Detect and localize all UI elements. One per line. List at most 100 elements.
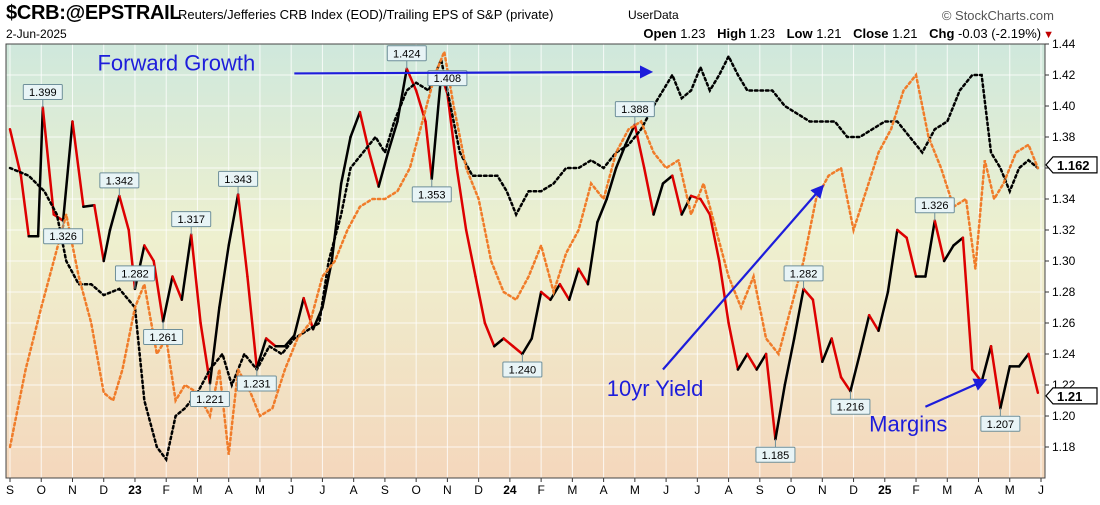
series-segment — [567, 267, 580, 301]
data-label-box — [236, 375, 277, 392]
y-tick-label: 1.38 — [1052, 130, 1076, 144]
series-segment — [36, 106, 45, 238]
data-label-text: 1.424 — [393, 48, 421, 60]
series-segment — [774, 383, 787, 441]
series-segment — [446, 92, 459, 170]
high-label: High — [717, 26, 747, 41]
data-label-text: 1.240 — [509, 365, 537, 377]
x-tick-label: D — [99, 483, 108, 497]
data-label-text: 1.231 — [243, 378, 271, 390]
x-tick-label: N — [68, 483, 77, 497]
data-label-box — [783, 265, 824, 282]
data-label: 1.326 — [914, 197, 955, 221]
data-label-box — [114, 265, 155, 282]
data-label-text: 1.326 — [921, 200, 949, 212]
series-segment — [755, 352, 768, 371]
series-segment — [708, 213, 721, 263]
series-segment — [624, 123, 637, 146]
x-tick-label: M — [1005, 483, 1015, 497]
data-label-box — [830, 398, 871, 415]
data-label: 1.240 — [502, 354, 543, 378]
data-label-box — [411, 186, 452, 203]
close-label: Close — [853, 26, 889, 41]
data-label: 1.282 — [783, 265, 824, 289]
series-segment — [792, 287, 805, 340]
series-segment — [605, 166, 618, 201]
stockcharts-brand[interactable]: © StockCharts.com — [941, 8, 1054, 23]
series-segment — [849, 352, 862, 393]
annotation-arrow — [662, 184, 825, 371]
series-segment — [811, 298, 824, 363]
annotation-0: Forward Growth — [97, 50, 654, 79]
series-segment — [830, 337, 843, 379]
x-tick-label: M — [630, 483, 640, 497]
series-segment — [521, 337, 533, 356]
series-segment — [161, 275, 174, 323]
series-segment — [118, 194, 130, 232]
annotation-1: 10yr Yield — [607, 184, 825, 401]
chart-date: 2-Jun-2025 — [6, 27, 67, 41]
series-segment — [511, 345, 524, 356]
x-tick-label: D — [474, 483, 483, 497]
series-segment — [867, 314, 880, 332]
data-label-box — [614, 101, 655, 118]
series-segment — [255, 337, 268, 370]
close-value: 1.21 — [892, 26, 918, 41]
annotation-text: 10yr Yield — [607, 376, 704, 401]
data-label-box — [427, 70, 468, 87]
series-segment — [464, 228, 477, 278]
data-label-text: 1.326 — [49, 231, 77, 243]
series-segment — [108, 194, 121, 232]
series-segment — [652, 182, 665, 216]
chart-symbol: $CRB:@EPSTRAIL — [6, 2, 182, 24]
series-segment — [368, 151, 380, 188]
x-tick-label: N — [443, 483, 452, 497]
series-segment — [858, 314, 871, 356]
x-tick-label: O — [411, 483, 420, 497]
high-value: 1.23 — [749, 26, 775, 41]
data-label-text: 1.207 — [987, 419, 1015, 431]
series-segment — [302, 296, 315, 331]
y-tick-label: 1.34 — [1052, 192, 1076, 206]
series-segment — [577, 267, 590, 286]
data-label-box — [914, 197, 955, 214]
series-segment — [642, 166, 655, 216]
series-segment — [8, 128, 23, 177]
series-segment — [1017, 352, 1030, 368]
x-tick-label: 25 — [878, 483, 892, 497]
series-segment — [999, 365, 1012, 410]
x-tick-label: F — [163, 483, 170, 497]
y-tick-label: 1.44 — [1052, 37, 1076, 51]
series-segment — [821, 337, 833, 363]
x-tick-label: A — [975, 483, 983, 497]
series-segment — [924, 219, 937, 278]
series-segment — [102, 228, 112, 263]
series-segment — [493, 337, 505, 348]
series-segment — [989, 345, 1002, 410]
series-segment — [396, 67, 409, 123]
x-tick-label: A — [725, 483, 733, 497]
y-tick-label: 1.20 — [1052, 409, 1076, 423]
series-segment — [474, 275, 487, 325]
data-label: 1.343 — [218, 170, 259, 195]
series-segment — [430, 73, 443, 181]
chart-description: Reuters/Jefferies CRB Index (EOD)/Traili… — [178, 7, 554, 22]
y-tick-label: 1.32 — [1052, 223, 1076, 237]
data-label: 1.399 — [22, 84, 63, 108]
chg-value: -0.03 (-2.19%) — [958, 26, 1042, 41]
series-segment — [558, 283, 571, 301]
data-label: 1.231 — [236, 367, 277, 392]
data-label-box — [171, 211, 212, 228]
x-tick-label: A — [225, 483, 233, 497]
data-label: 1.261 — [143, 321, 184, 345]
series-segment — [896, 228, 908, 239]
series-segment — [783, 337, 796, 387]
series-line-2 — [8, 47, 1040, 455]
data-label-box — [22, 84, 63, 101]
data-label-text: 1.408 — [434, 73, 462, 85]
x-tick-label: 23 — [128, 483, 142, 497]
data-label: 1.282 — [114, 265, 155, 289]
open-value: 1.23 — [680, 26, 706, 41]
annotation-text: Margins — [869, 412, 947, 437]
